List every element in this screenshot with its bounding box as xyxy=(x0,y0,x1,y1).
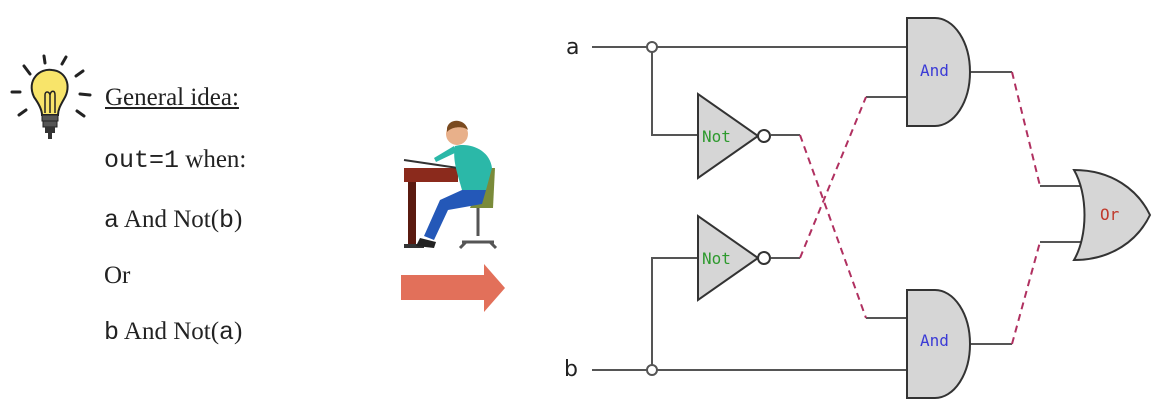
person-at-desk-icon xyxy=(403,120,498,250)
var-b: b xyxy=(104,318,120,347)
lightbulb-icon xyxy=(10,54,92,139)
not-gate-top: Not xyxy=(697,92,771,180)
close-paren: ) xyxy=(234,206,243,233)
solid-wires xyxy=(592,46,1082,371)
and-not-text: And Not( xyxy=(119,318,220,345)
not-bottom-label: Not xyxy=(702,249,731,268)
idea-line-out: out=1 when: xyxy=(104,146,246,175)
or-gate: Or xyxy=(1072,168,1152,262)
close-paren: ) xyxy=(234,318,243,345)
idea-line-b-and-not-a: b And Not(a) xyxy=(104,318,242,347)
idea-line-a-and-not-b: a And Not(b) xyxy=(104,206,242,235)
var-b: b xyxy=(219,206,235,235)
and-gate-bottom: And xyxy=(906,289,971,399)
var-a: a xyxy=(104,206,120,235)
idea-title: General idea: xyxy=(105,84,239,111)
and-top-label: And xyxy=(920,61,949,80)
or-label: Or xyxy=(1100,205,1120,224)
out-expression: out=1 xyxy=(104,146,180,175)
idea-line-or: Or xyxy=(104,262,131,289)
junction-b xyxy=(646,364,658,376)
and-gate-top: And xyxy=(906,17,971,127)
dashed-wires xyxy=(799,71,1041,345)
right-arrow-icon xyxy=(401,264,505,312)
when-text: when: xyxy=(179,146,247,173)
not-top-label: Not xyxy=(702,127,731,146)
var-a: a xyxy=(219,318,235,347)
input-a-label: a xyxy=(566,35,579,60)
inverter-bubble xyxy=(757,251,771,265)
junction-a xyxy=(646,41,658,53)
and-bottom-label: And xyxy=(920,331,949,350)
inverter-bubble xyxy=(757,129,771,143)
input-b-label: b xyxy=(564,357,578,382)
not-gate-bottom: Not xyxy=(697,214,771,302)
and-not-text: And Not( xyxy=(119,206,220,233)
